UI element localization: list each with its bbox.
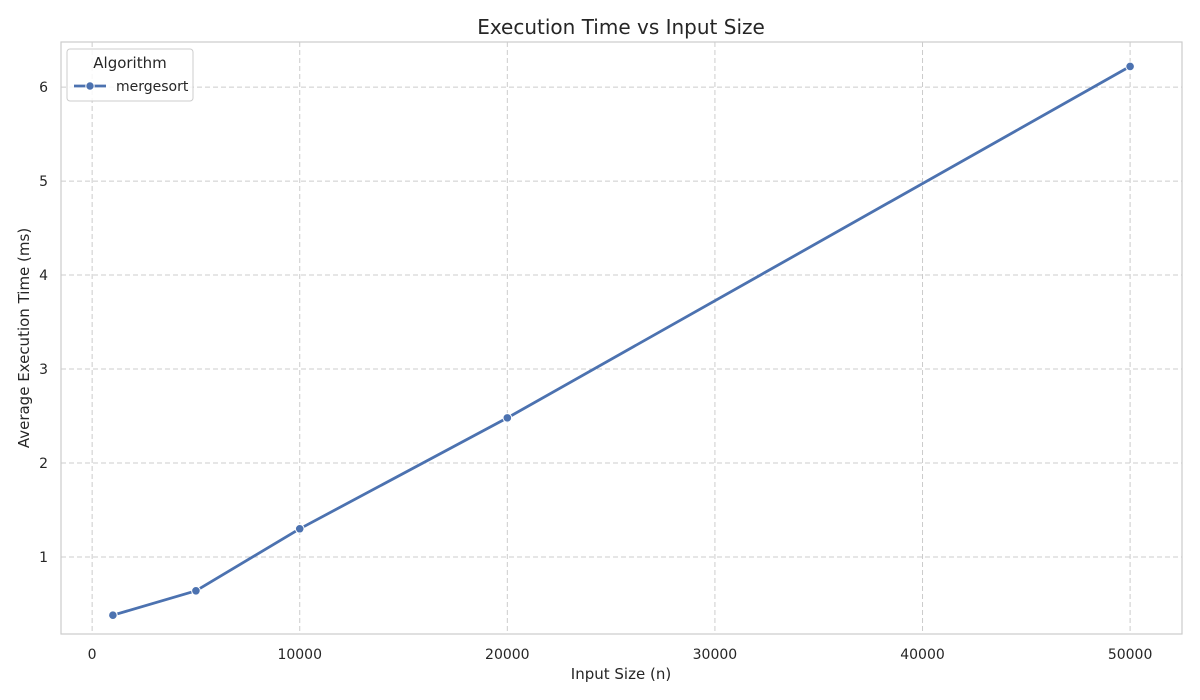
legend-title: Algorithm bbox=[93, 54, 166, 72]
y-tick-label-1: 2 bbox=[39, 456, 48, 472]
data-point-mergesort-3 bbox=[502, 413, 513, 423]
grid bbox=[61, 42, 1182, 634]
y-axis-ticks: 1 2 3 4 5 6 bbox=[39, 80, 48, 566]
x-tick-label-3: 30000 bbox=[693, 647, 738, 663]
legend: Algorithm mergesort bbox=[66, 48, 194, 102]
x-axis-ticks: 0 10000 20000 30000 40000 50000 bbox=[88, 647, 1153, 663]
x-tick-label-5: 50000 bbox=[1108, 647, 1153, 663]
y-tick-label-5: 6 bbox=[39, 80, 48, 96]
y-tick-label-2: 3 bbox=[39, 362, 48, 378]
series-layer bbox=[108, 61, 1135, 621]
y-axis-label: Average Execution Time (ms) bbox=[15, 228, 33, 448]
data-point-mergesort-4 bbox=[1125, 61, 1135, 72]
x-axis-label: Input Size (n) bbox=[571, 665, 671, 683]
chart-title: Execution Time vs Input Size bbox=[477, 15, 765, 39]
y-tick-label-4: 5 bbox=[39, 174, 48, 190]
y-tick-label-3: 4 bbox=[39, 268, 48, 284]
y-tick-label-0: 1 bbox=[39, 550, 48, 566]
legend-box bbox=[66, 48, 194, 102]
x-tick-label-4: 40000 bbox=[900, 647, 945, 663]
x-tick-label-2: 20000 bbox=[485, 647, 530, 663]
x-tick-label-0: 0 bbox=[88, 647, 97, 663]
plot-frame bbox=[60, 41, 1183, 635]
x-tick-label-1: 10000 bbox=[277, 647, 322, 663]
legend-marker-swatch bbox=[85, 81, 95, 91]
series-line-mergesort bbox=[111, 65, 1132, 617]
legend-entry-mergesort: mergesort bbox=[116, 79, 189, 95]
data-point-mergesort-0 bbox=[108, 610, 118, 621]
data-point-mergesort-2 bbox=[294, 523, 305, 534]
data-point-mergesort-1 bbox=[191, 585, 201, 596]
